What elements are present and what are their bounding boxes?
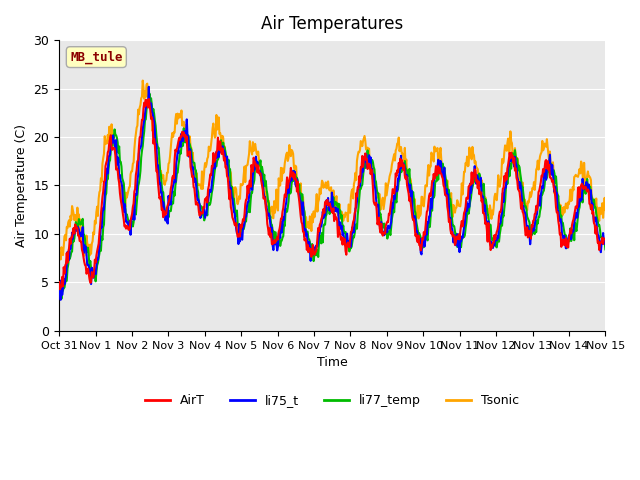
Legend: AirT, li75_t, li77_temp, Tsonic: AirT, li75_t, li77_temp, Tsonic	[140, 389, 524, 412]
Text: MB_tule: MB_tule	[70, 50, 123, 64]
X-axis label: Time: Time	[317, 356, 348, 369]
Y-axis label: Air Temperature (C): Air Temperature (C)	[15, 124, 28, 247]
Title: Air Temperatures: Air Temperatures	[261, 15, 403, 33]
